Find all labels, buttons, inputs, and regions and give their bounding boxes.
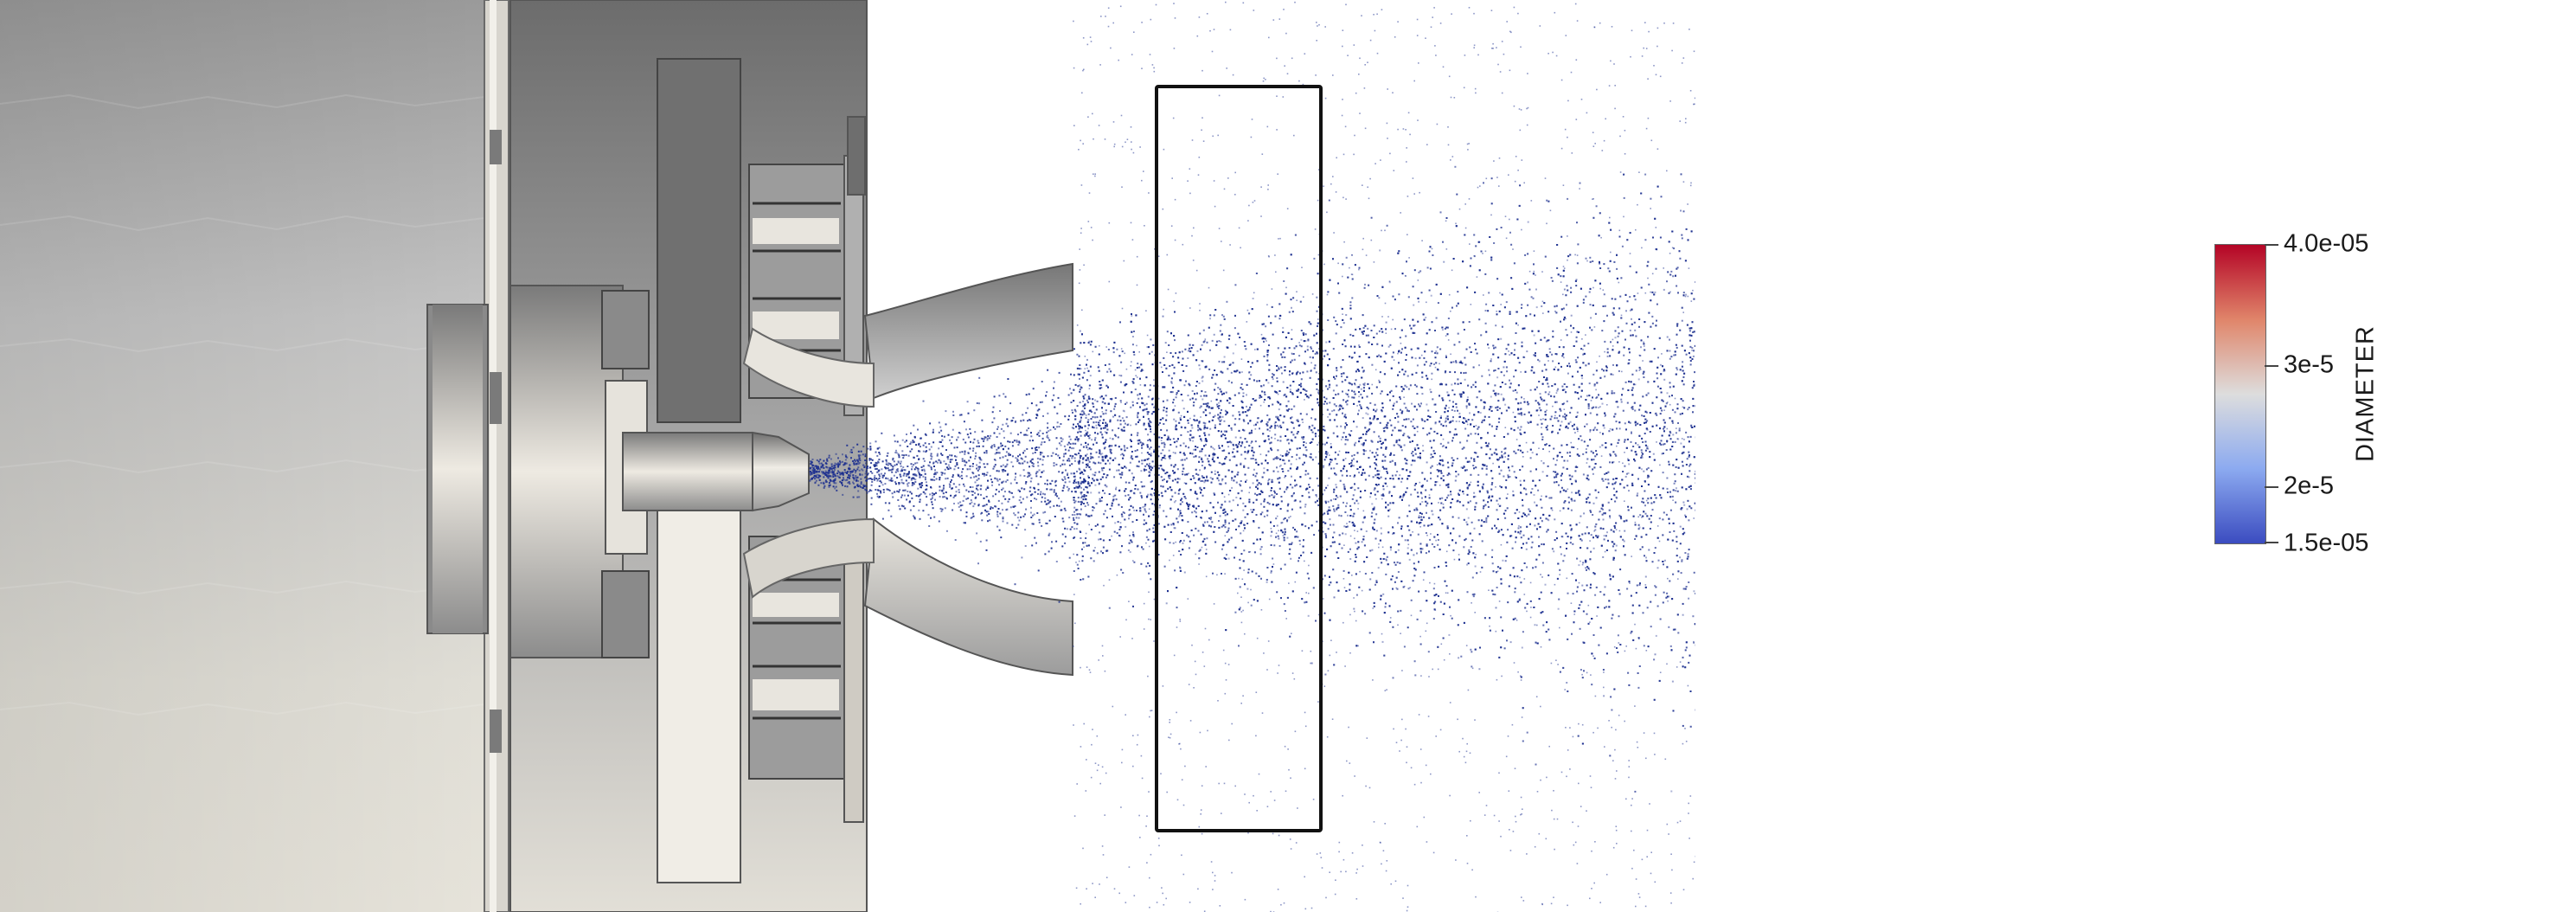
color-legend: 4.0e-05 3e-5 2e-5 1.5e-05 DIAMETER bbox=[2214, 230, 2474, 562]
probe-region-box bbox=[1155, 85, 1323, 832]
colorbar-label-min: 1.5e-05 bbox=[2284, 529, 2369, 557]
scene-render bbox=[0, 0, 1695, 912]
colorbar-tick-3e5 bbox=[2265, 365, 2278, 367]
colorbar-label-3e5: 3e-5 bbox=[2284, 350, 2335, 379]
colorbar-title: DIAMETER bbox=[2351, 325, 2380, 462]
colorbar-label-max: 4.0e-05 bbox=[2284, 229, 2369, 258]
colorbar-tick-2e5 bbox=[2265, 486, 2278, 488]
colorbar-gradient bbox=[2214, 244, 2266, 544]
colorbar-label-2e5: 2e-5 bbox=[2284, 472, 2335, 500]
particle-cloud bbox=[809, 1, 1695, 912]
colorbar-tick-max bbox=[2265, 244, 2278, 246]
colorbar-tick-min bbox=[2265, 542, 2278, 543]
